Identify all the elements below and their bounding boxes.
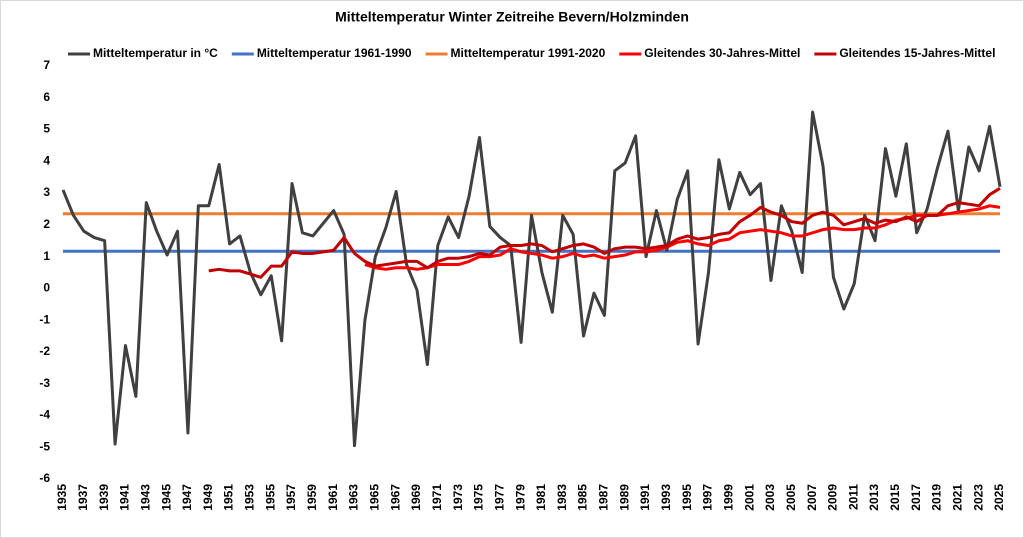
x-tick-label: 1935: [55, 484, 69, 511]
y-tick-label: 4: [43, 153, 50, 167]
x-tick-label: 1987: [597, 484, 611, 511]
x-tick-label: 2003: [763, 484, 777, 511]
legend-label: Gleitendes 15-Jahres-Mittel: [839, 46, 995, 60]
x-tick-label: 1969: [409, 484, 423, 511]
x-tick-label: 1971: [430, 484, 444, 511]
x-tick-label: 1943: [138, 484, 152, 511]
y-tick-label: -3: [39, 376, 50, 390]
x-tick-label: 2001: [742, 484, 756, 511]
y-tick-label: -4: [39, 408, 50, 422]
x-tick-label: 2005: [784, 484, 798, 511]
x-tick-label: 1957: [284, 484, 298, 511]
x-tick-label: 1973: [451, 484, 465, 511]
x-tick-label: 1939: [97, 484, 111, 511]
y-tick-label: 2: [43, 217, 50, 231]
x-tick-label: 2023: [971, 484, 985, 511]
x-tick-label: 2013: [867, 484, 881, 511]
x-tick-label: 2011: [846, 484, 860, 510]
series-line: [208, 187, 1001, 279]
legend-label: Mitteltemperatur 1991-2020: [451, 46, 606, 60]
x-tick-label: 2017: [909, 484, 923, 511]
x-tick-label: 1965: [368, 484, 382, 511]
x-tick-label: 1999: [721, 484, 735, 511]
x-tick-label: 1991: [638, 484, 652, 511]
y-tick-label: 1: [43, 249, 50, 263]
chart-title: Mitteltemperatur Winter Zeitreihe Bevern…: [335, 9, 689, 25]
x-tick-label: 1977: [492, 484, 506, 511]
y-tick-label: 5: [43, 122, 50, 136]
series-line: [61, 110, 1002, 448]
x-tick-label: 1963: [347, 484, 361, 511]
x-tick-label: 1979: [513, 484, 527, 511]
x-tick-label: 1945: [159, 484, 173, 511]
y-tick-label: -1: [39, 312, 50, 326]
x-tick-label: 1941: [118, 484, 132, 511]
legend-label: Mitteltemperatur in °C: [93, 46, 218, 60]
y-tick-label: 6: [43, 90, 50, 104]
x-tick-label: 1949: [201, 484, 215, 511]
x-tick-label: 1975: [472, 484, 486, 511]
y-tick-label: -5: [39, 439, 50, 453]
x-tick-label: 1953: [243, 484, 257, 511]
x-tick-label: 1951: [222, 484, 236, 511]
x-tick-label: 2019: [930, 484, 944, 511]
x-tick-label: 2007: [805, 484, 819, 511]
x-tick-label: 1993: [659, 484, 673, 511]
x-tick-label: 2009: [826, 484, 840, 511]
x-tick-label: 1967: [388, 484, 402, 511]
x-tick-label: 1959: [305, 484, 319, 511]
y-tick-label: -2: [39, 344, 50, 358]
x-tick-label: 2025: [992, 484, 1006, 511]
x-tick-label: 1937: [76, 484, 90, 511]
x-tick-label: 1995: [680, 484, 694, 511]
y-tick-label: -6: [39, 471, 50, 485]
legend-label: Gleitendes 30-Jahres-Mittel: [644, 46, 800, 60]
x-tick-label: 2015: [888, 484, 902, 511]
x-tick-label: 1983: [555, 484, 569, 511]
y-tick-label: 0: [43, 281, 50, 295]
y-tick-label: 3: [43, 185, 50, 199]
x-tick-label: 1961: [326, 484, 340, 511]
x-tick-label: 1997: [701, 484, 715, 511]
x-tick-label: 1989: [617, 484, 631, 511]
x-tick-label: 1955: [263, 484, 277, 511]
x-tick-label: 1981: [534, 484, 548, 511]
legend-label: Mitteltemperatur 1961-1990: [257, 46, 412, 60]
x-tick-label: 1985: [576, 484, 590, 511]
x-tick-label: 2021: [951, 484, 965, 511]
x-tick-label: 1947: [180, 484, 194, 511]
y-tick-label: 7: [43, 58, 50, 72]
